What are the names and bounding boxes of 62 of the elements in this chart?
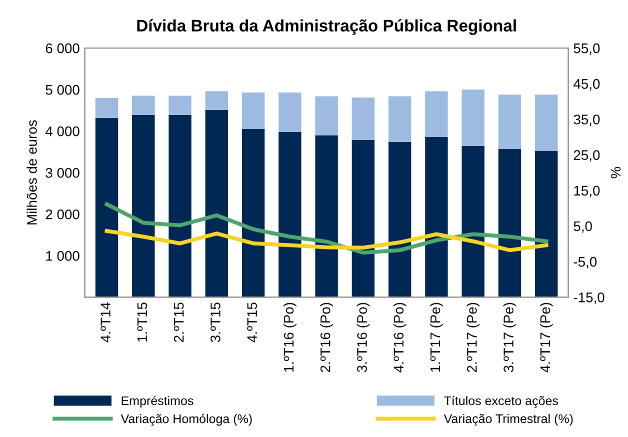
- line-series: [104, 229, 548, 252]
- bar: [462, 90, 484, 146]
- y2-tick-label: -5,0: [574, 256, 597, 268]
- bar: [168, 96, 192, 115]
- legend-label: Variação Homóloga (%): [120, 414, 252, 426]
- x-tick-label: 3.ºT17 (Pe): [503, 302, 516, 372]
- y-tick-label: 6 000: [46, 43, 80, 54]
- x-tick-label: 3.ºT15: [210, 302, 220, 342]
- bar: [278, 92, 302, 132]
- bar: [425, 136, 448, 298]
- bar: [352, 97, 375, 140]
- x-tick-label: 1.ºT17 (Pe): [430, 302, 443, 372]
- y2-tick-label: -15,0: [574, 292, 604, 304]
- y2-axis-title: %: [610, 166, 621, 178]
- bar: [498, 94, 522, 149]
- y2-tick-label: 15,0: [574, 186, 600, 198]
- bar: [462, 146, 484, 298]
- y-tick-label: 4 000: [45, 126, 80, 136]
- x-tick-label: 4.ºT16 (Po): [393, 302, 406, 372]
- bar: [352, 140, 375, 298]
- bar: [205, 91, 228, 110]
- y-axis-title: Milhões de euros: [26, 120, 37, 224]
- bar: [168, 114, 192, 298]
- x-tick-label: 3.ºT16 (Po): [356, 302, 370, 372]
- y2-tick-label: 25,0: [574, 150, 600, 162]
- y-tick-label: 1 000: [46, 250, 80, 261]
- x-tick-label: 1.ºT15: [137, 302, 148, 342]
- bar: [95, 118, 118, 298]
- bar: [315, 135, 338, 298]
- x-tick-label: 2.ºT16 (Po): [320, 302, 334, 372]
- bar: [535, 94, 558, 152]
- y-tick-label: 5 000: [46, 84, 80, 95]
- bar: [242, 92, 265, 130]
- bar: [388, 96, 412, 142]
- x-tick-label: 4.ºT15: [247, 302, 258, 342]
- y2-tick-label: 55,0: [574, 43, 600, 55]
- bar: [388, 142, 412, 298]
- y-tick-label: 2 000: [46, 209, 80, 220]
- bar: [205, 110, 228, 298]
- y-tick-label: 3 000: [46, 168, 80, 178]
- x-tick-label: 2.ºT15: [174, 302, 184, 342]
- bar: [278, 132, 302, 298]
- x-tick-label: 1.ºT16 (Po): [283, 302, 296, 372]
- bar: [425, 91, 448, 137]
- x-tick-label: 4.ºT17 (Pe): [540, 302, 553, 372]
- y2-tick-label: 35,0: [574, 114, 600, 126]
- bar: [95, 98, 118, 118]
- y2-tick-label: 45,0: [574, 78, 600, 90]
- x-tick-label: 4.ºT14: [100, 302, 110, 342]
- legend-label: Empréstimos: [122, 396, 194, 408]
- legend-label: Variação Trimestral (%): [444, 414, 573, 426]
- bar: [132, 96, 155, 115]
- y2-tick-label: 5,0: [574, 221, 592, 233]
- bar: [132, 114, 155, 298]
- bar: [242, 129, 265, 298]
- line-series: [104, 202, 548, 255]
- x-tick-label: 2.ºT17 (Pe): [466, 302, 480, 372]
- bar: [315, 96, 338, 136]
- bar: [498, 148, 522, 298]
- chart-title: Dívida Bruta da Administração Pública Regional: [137, 19, 516, 35]
- bar: [535, 151, 558, 298]
- legend-label: Títulos exceto ações: [444, 396, 558, 408]
